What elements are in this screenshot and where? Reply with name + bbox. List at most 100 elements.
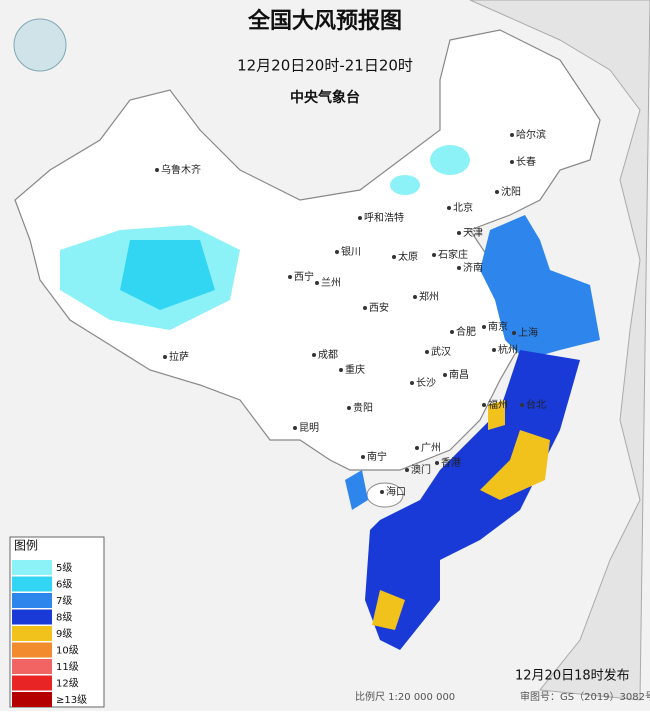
city-dot — [492, 348, 496, 352]
china-outline — [14, 29, 601, 471]
city-dot — [361, 455, 365, 459]
city-label: 乌鲁木齐 — [161, 163, 201, 176]
city-dot — [347, 406, 351, 410]
city-label: 香港 — [441, 457, 461, 469]
city-dot — [335, 250, 339, 254]
legend-title: 图例 — [14, 539, 38, 553]
city-dot — [155, 168, 159, 172]
city-dot — [288, 275, 292, 279]
city-label: 济南 — [463, 261, 483, 274]
city-dot — [510, 133, 514, 137]
city-label: 广州 — [421, 442, 441, 454]
legend-label: 5级 — [56, 562, 72, 574]
issue-time: 12月20日18时发布 — [515, 668, 630, 684]
legend-swatch — [12, 675, 52, 691]
issuer: 中央气象台 — [290, 89, 360, 106]
review-number: 审图号：GS（2019）3082号 — [520, 690, 650, 703]
city-label: 昆明 — [299, 422, 319, 434]
city-dot — [425, 350, 429, 354]
legend-label: 10级 — [56, 645, 79, 657]
city-label: 兰州 — [321, 276, 341, 289]
time: 12月20日20时-21日20时 — [237, 57, 413, 75]
city-dot — [339, 368, 343, 372]
legend-swatch — [12, 626, 52, 641]
legend-label: 9级 — [56, 628, 72, 640]
city-label: 西安 — [369, 301, 389, 314]
city-label: 杭州 — [498, 343, 518, 356]
wind-level-9 — [480, 430, 550, 500]
city-label: 石家庄 — [438, 248, 468, 261]
legend-swatch — [12, 642, 52, 658]
legend-label: 12级 — [56, 678, 79, 690]
city-dot — [457, 266, 461, 270]
legend-swatch — [12, 692, 52, 707]
legend-label: 8级 — [56, 612, 72, 624]
legend-swatch — [12, 659, 52, 674]
city-label: 贵阳 — [353, 401, 373, 414]
scale: 比例尺 1:20 000 000 — [355, 690, 455, 703]
city-label: 成都 — [318, 349, 338, 361]
city-dot — [443, 373, 447, 377]
city-label: 澳门 — [411, 463, 431, 476]
city-dot — [163, 355, 167, 359]
wind-level-7 — [480, 215, 600, 360]
city-dot — [405, 468, 409, 472]
legend-label: 11级 — [56, 661, 79, 673]
wind-level-8 — [365, 350, 580, 650]
city-dot — [358, 216, 362, 220]
city-dot — [315, 281, 319, 285]
city-label: 北京 — [453, 201, 473, 214]
city-dot — [312, 353, 316, 357]
city-label: 重庆 — [345, 363, 365, 376]
city-label: 海口 — [386, 485, 406, 498]
city-label: 长沙 — [416, 377, 436, 389]
city-label: 武汉 — [431, 345, 451, 358]
wind-level-6 — [120, 240, 215, 310]
legend-label: 6级 — [56, 579, 72, 591]
city-dot — [392, 255, 396, 259]
city-dot — [457, 231, 461, 235]
city-dot — [482, 325, 486, 329]
city-dot — [482, 403, 486, 407]
city-label: 银川 — [341, 245, 361, 258]
city-dot — [520, 403, 524, 407]
city-label: 合肥 — [456, 325, 476, 338]
legend-label: 7级 — [56, 595, 72, 607]
neighbor-land — [469, 0, 650, 701]
wind-level-7 — [345, 470, 368, 510]
city-dot — [447, 206, 451, 210]
city-dot — [510, 160, 514, 164]
legend-swatch — [12, 609, 52, 625]
city-dot — [432, 253, 436, 257]
wind-level-5 — [430, 145, 470, 175]
city-label: 长春 — [516, 156, 536, 168]
city-dot — [410, 381, 414, 385]
city-label: 南京 — [488, 320, 508, 333]
legend-label: ≥13级 — [56, 694, 87, 706]
legend-swatch — [12, 560, 52, 575]
wind-level-9 — [488, 400, 505, 430]
city-label: 沈阳 — [501, 185, 521, 198]
city-label: 哈尔滨 — [516, 128, 546, 141]
city-dot — [512, 331, 516, 335]
city-dot — [363, 306, 367, 310]
city-dot — [495, 190, 499, 194]
city-dot — [380, 490, 384, 494]
city-dot — [435, 461, 439, 465]
city-dot — [293, 426, 297, 430]
city-label: 台北 — [526, 398, 546, 411]
legend-swatch — [12, 593, 52, 608]
city-dot — [413, 295, 417, 299]
city-dot — [450, 330, 454, 334]
city-label: 上海 — [518, 326, 538, 339]
city-label: 南宁 — [367, 450, 387, 463]
city-label: 天津 — [463, 227, 483, 239]
city-dot — [415, 446, 419, 450]
city-label: 南昌 — [449, 368, 469, 381]
city-label: 呼和浩特 — [364, 212, 404, 224]
city-label: 拉萨 — [169, 350, 189, 363]
wind-level-9 — [372, 590, 405, 630]
title: 全国大风预报图 — [247, 8, 402, 34]
wind-level-5 — [390, 175, 420, 195]
